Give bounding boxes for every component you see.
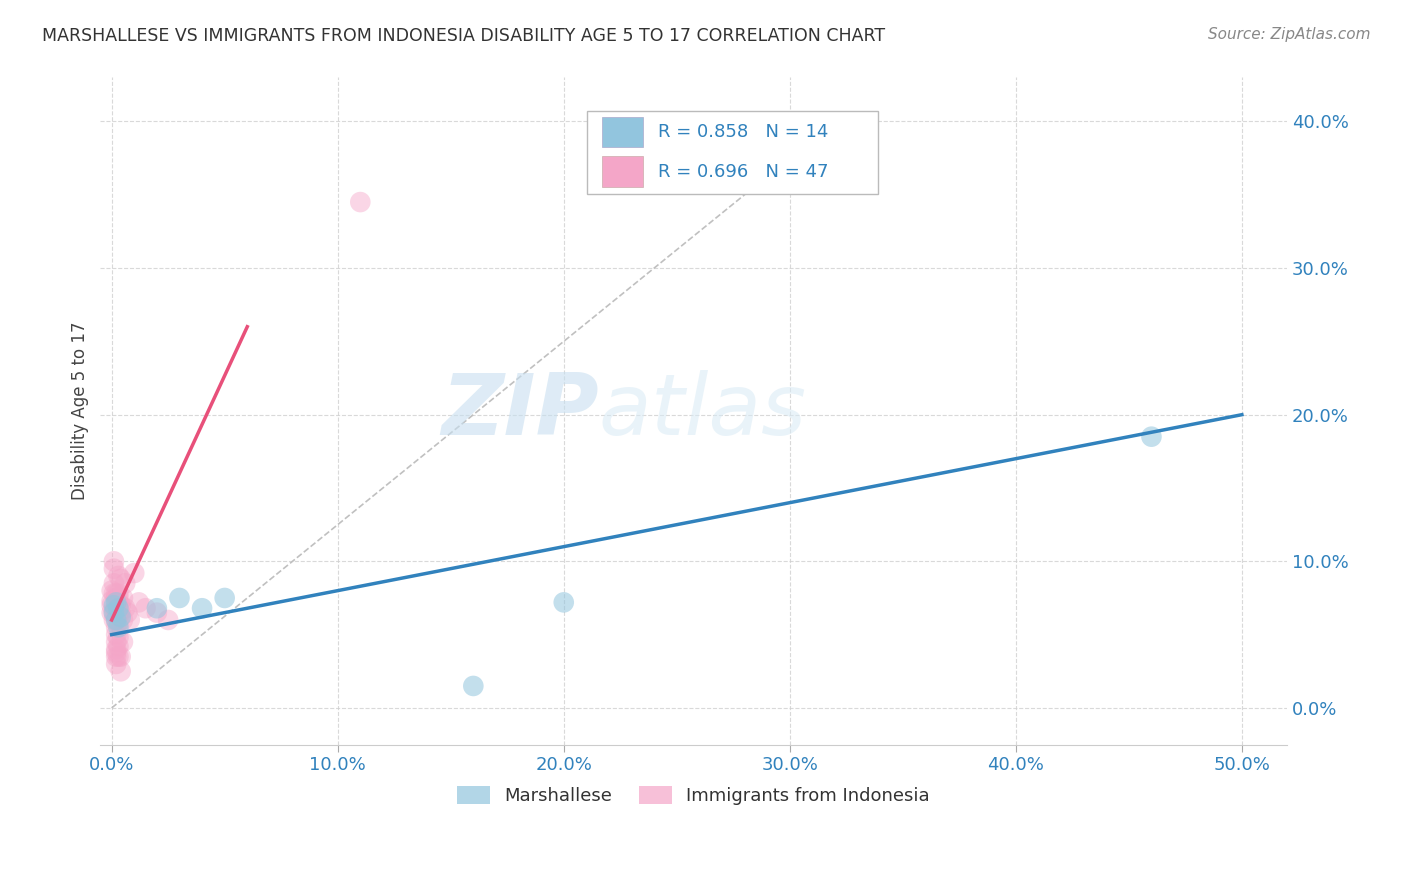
Point <box>114 576 136 591</box>
Text: Source: ZipAtlas.com: Source: ZipAtlas.com <box>1208 27 1371 42</box>
Point <box>107 640 129 654</box>
Point <box>111 591 134 605</box>
Point <box>105 645 128 659</box>
Point <box>553 595 575 609</box>
Point <box>107 606 129 620</box>
Point <box>105 649 128 664</box>
Point <box>103 606 125 620</box>
Point <box>110 606 132 620</box>
Point <box>105 635 128 649</box>
Point <box>157 613 180 627</box>
Point <box>107 601 129 615</box>
Point <box>105 620 128 634</box>
Point <box>110 599 132 613</box>
Point <box>122 566 145 580</box>
Point <box>100 594 122 608</box>
Point <box>118 613 141 627</box>
Point <box>107 591 129 605</box>
Point <box>105 613 128 627</box>
Text: R = 0.858   N = 14: R = 0.858 N = 14 <box>658 123 828 141</box>
Point <box>110 649 132 664</box>
Point <box>111 635 134 649</box>
Point <box>103 599 125 613</box>
Point <box>107 620 129 634</box>
Point <box>1140 430 1163 444</box>
Point <box>100 599 122 613</box>
Text: ZIP: ZIP <box>441 369 599 452</box>
Point <box>105 627 128 641</box>
Point <box>105 595 128 609</box>
Point <box>107 631 129 645</box>
Text: MARSHALLESE VS IMMIGRANTS FROM INDONESIA DISABILITY AGE 5 TO 17 CORRELATION CHAR: MARSHALLESE VS IMMIGRANTS FROM INDONESIA… <box>42 27 886 45</box>
Point <box>100 583 122 598</box>
Point <box>105 586 128 600</box>
Point <box>105 642 128 657</box>
Point <box>107 595 129 609</box>
Point <box>107 649 129 664</box>
Point <box>114 601 136 615</box>
Point <box>100 606 122 620</box>
Text: R = 0.696   N = 47: R = 0.696 N = 47 <box>658 162 828 180</box>
Point <box>103 606 125 620</box>
FancyBboxPatch shape <box>602 117 643 147</box>
Point <box>110 572 132 586</box>
Point <box>191 601 214 615</box>
Point <box>107 569 129 583</box>
Legend: Marshallese, Immigrants from Indonesia: Marshallese, Immigrants from Indonesia <box>450 779 938 813</box>
Point <box>146 601 169 615</box>
Point <box>103 554 125 568</box>
Point <box>128 595 150 609</box>
FancyBboxPatch shape <box>602 156 643 186</box>
Point <box>110 610 132 624</box>
Point <box>349 195 371 210</box>
Point <box>463 679 485 693</box>
Point <box>135 601 157 615</box>
Point <box>103 576 125 591</box>
Point <box>169 591 191 605</box>
Point <box>146 606 169 620</box>
Point <box>103 561 125 575</box>
Point <box>111 613 134 627</box>
Point <box>214 591 236 605</box>
Point <box>103 586 125 600</box>
Text: atlas: atlas <box>599 369 807 452</box>
Point <box>105 591 128 605</box>
Point <box>105 657 128 671</box>
FancyBboxPatch shape <box>586 111 877 194</box>
Point <box>110 665 132 679</box>
Point <box>117 606 139 620</box>
Point <box>105 613 128 627</box>
Y-axis label: Disability Age 5 to 17: Disability Age 5 to 17 <box>72 322 89 500</box>
Point <box>103 613 125 627</box>
Point <box>107 615 129 630</box>
Point <box>107 586 129 600</box>
